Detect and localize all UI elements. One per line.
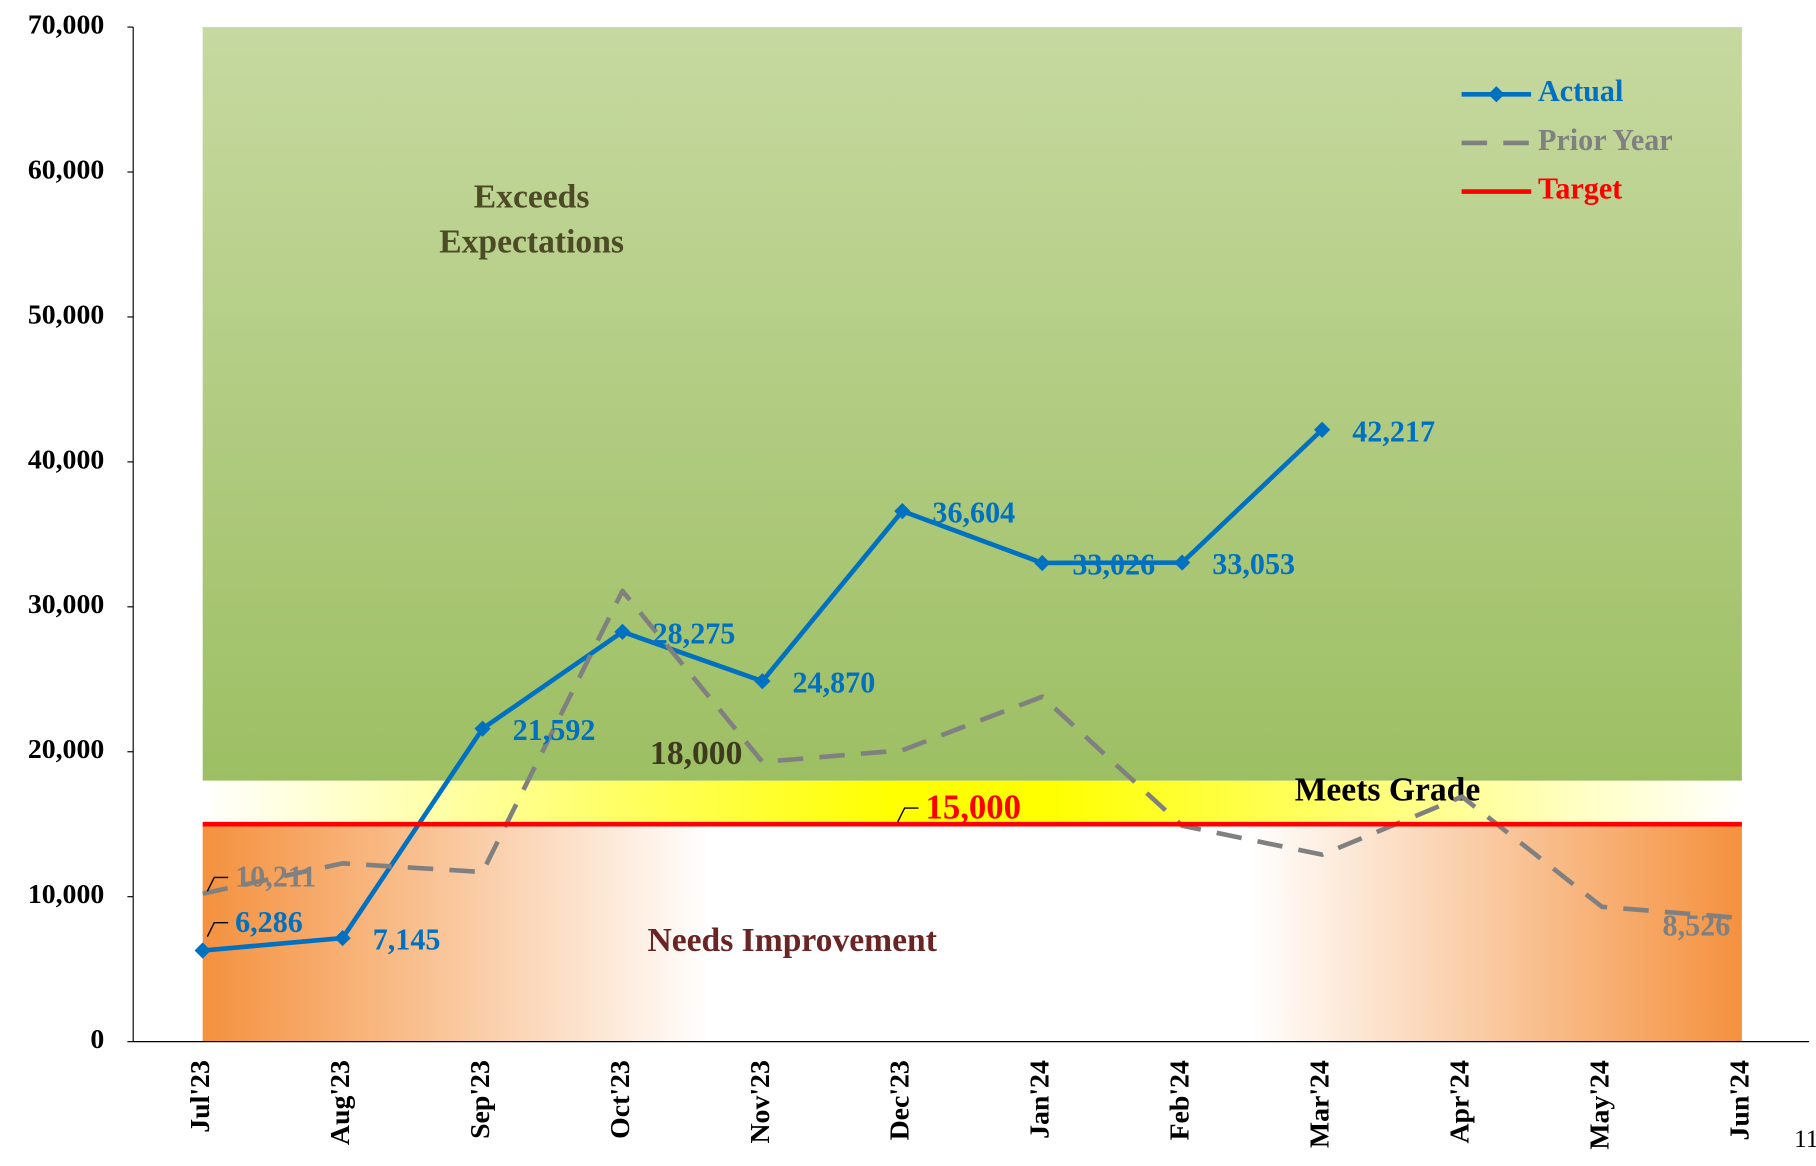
data-label: 7,145	[373, 923, 441, 957]
y-tick-label: 10,000	[28, 879, 104, 910]
data-label: 10,211	[235, 860, 316, 894]
x-tick-label: Apr'24	[1444, 1060, 1475, 1143]
series-marker	[474, 720, 491, 737]
band-label: Expectations	[439, 224, 624, 261]
y-tick-label: 40,000	[28, 444, 104, 475]
band-label: Meets Grade	[1295, 771, 1481, 808]
data-label: 42,217	[1352, 414, 1435, 448]
x-tick-label: Dec'23	[885, 1060, 916, 1140]
band-label: Exceeds	[474, 178, 590, 215]
x-tick-label: Jan'24	[1025, 1060, 1056, 1139]
data-label: 33,053	[1212, 547, 1295, 581]
band	[202, 824, 1742, 1042]
x-tick-label: Sep'23	[465, 1060, 496, 1139]
x-tick-label: May'24	[1584, 1060, 1615, 1150]
leader-line	[206, 876, 229, 892]
x-tick-label: Oct'23	[605, 1060, 636, 1139]
legend-label: Actual	[1538, 74, 1623, 108]
y-tick-label: 20,000	[28, 734, 104, 765]
band-threshold-label: 18,000	[650, 735, 742, 772]
y-tick-label: 60,000	[28, 154, 104, 185]
x-tick-label: Jul'23	[185, 1060, 216, 1133]
x-tick-label: Feb'24	[1165, 1060, 1196, 1140]
y-tick-label: 0	[90, 1024, 104, 1055]
series-marker	[334, 929, 351, 947]
series-marker	[194, 942, 211, 959]
data-label: 21,592	[513, 713, 596, 747]
data-label: 6,286	[235, 905, 303, 939]
series-marker	[1034, 554, 1051, 572]
data-label: 28,275	[653, 616, 736, 650]
leader-line	[206, 922, 229, 937]
legend-label: Prior Year	[1538, 123, 1673, 157]
legend-label: Target	[1538, 171, 1622, 205]
band	[202, 27, 1742, 781]
legend-marker	[1488, 86, 1505, 103]
data-label: 15,000	[925, 787, 1021, 826]
band	[202, 780, 1742, 825]
series-marker	[754, 673, 771, 690]
data-label: 36,604	[932, 496, 1015, 530]
data-label: 33,026	[1072, 548, 1155, 582]
x-tick-label: Nov'23	[745, 1060, 776, 1143]
series-marker	[1313, 421, 1331, 438]
y-tick-label: 70,000	[28, 9, 104, 40]
page-number: 11	[1794, 1124, 1816, 1153]
data-label: 8,526	[1663, 908, 1731, 942]
x-tick-label: Mar'24	[1304, 1060, 1335, 1148]
x-tick-label: Jun'24	[1724, 1060, 1755, 1140]
leader-line	[897, 807, 919, 823]
data-label: 24,870	[792, 666, 875, 700]
x-tick-label: Aug'23	[325, 1060, 356, 1145]
y-tick-label: 50,000	[28, 299, 104, 330]
series-line	[202, 588, 1743, 921]
y-tick-label: 30,000	[28, 589, 104, 620]
band-label: Needs Improvement	[647, 922, 937, 959]
series-marker	[614, 623, 631, 640]
